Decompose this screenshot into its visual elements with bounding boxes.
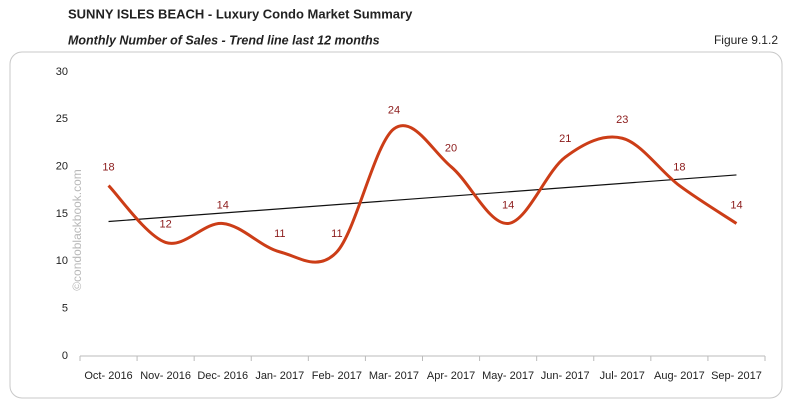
x-tick-label: Jan- 2017 (255, 370, 304, 382)
x-tick-label: Aug- 2017 (654, 370, 705, 382)
watermark: ©condoblackbook.com (70, 169, 84, 291)
y-tick-label: 25 (56, 113, 68, 125)
chart-subtitle: Monthly Number of Sales - Trend line las… (68, 33, 380, 47)
x-tick-label: Oct- 2016 (84, 370, 132, 382)
x-tick-label: May- 2017 (482, 370, 534, 382)
y-tick-label: 10 (56, 255, 68, 267)
y-tick-label: 5 (62, 303, 68, 315)
data-label: 14 (730, 199, 742, 211)
data-label: 21 (559, 133, 571, 145)
data-label: 11 (331, 228, 342, 240)
trend-line (108, 174, 737, 223)
figure-label: Figure 9.1.2 (714, 33, 778, 47)
data-label: 11 (274, 228, 285, 240)
data-label: 18 (673, 162, 685, 174)
x-tick-label: Feb- 2017 (312, 370, 362, 382)
data-label: 14 (502, 199, 514, 211)
data-label: 24 (388, 105, 400, 117)
sales-line (107, 124, 738, 264)
chart-frame (9, 51, 783, 399)
x-tick-label: Jun- 2017 (541, 370, 590, 382)
data-label: 12 (160, 218, 172, 230)
x-tick-label: Apr- 2017 (427, 370, 475, 382)
data-label: 14 (217, 199, 229, 211)
data-label: 23 (616, 114, 628, 126)
x-tick-label: Mar- 2017 (369, 370, 419, 382)
data-label: 20 (445, 143, 457, 155)
x-tick-label: Sep- 2017 (711, 370, 762, 382)
y-tick-label: 15 (56, 208, 68, 220)
x-tick-label: Dec- 2016 (197, 370, 248, 382)
data-label: 18 (102, 162, 114, 174)
x-tick-label: Jul- 2017 (600, 370, 645, 382)
y-tick-label: 0 (62, 350, 68, 362)
y-tick-label: 30 (56, 66, 68, 78)
x-tick-label: Nov- 2016 (140, 370, 191, 382)
chart-title: SUNNY ISLES BEACH - Luxury Condo Market … (68, 6, 413, 21)
y-tick-label: 20 (56, 161, 68, 173)
